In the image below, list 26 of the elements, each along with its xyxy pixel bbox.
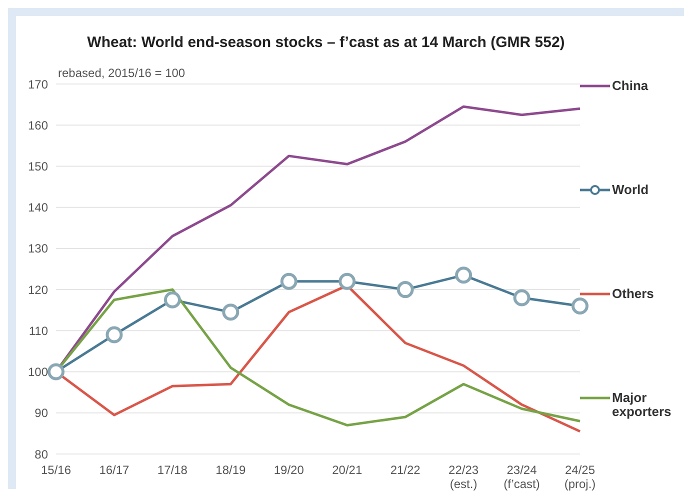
y-tick-label: 150 bbox=[28, 159, 48, 174]
y-tick-label: 90 bbox=[34, 406, 48, 420]
legend-label: Major exporters bbox=[612, 390, 672, 418]
x-tick-label: 22/23 (est.) bbox=[448, 463, 479, 491]
x-tick-label: 21/22 bbox=[390, 463, 421, 477]
x-tick-label: 17/18 bbox=[157, 463, 188, 477]
x-tick-label: 16/17 bbox=[99, 463, 130, 477]
legend-label: China bbox=[612, 78, 650, 92]
chart-title: Wheat: World end-season stocks – f’cast as at 14 March (GMR 552) bbox=[86, 34, 566, 51]
y-tick-label: 160 bbox=[28, 118, 48, 132]
legend-label: Others bbox=[612, 286, 655, 300]
y-tick-label: 140 bbox=[28, 200, 48, 215]
y-tick-label: 100 bbox=[28, 365, 48, 380]
y-tick-label: 170 bbox=[28, 77, 48, 92]
x-tick-label: 19/20 bbox=[274, 463, 304, 477]
y-tick-label: 80 bbox=[34, 447, 48, 462]
x-tick-label: 18/19 bbox=[216, 463, 246, 477]
y-tick-label: 120 bbox=[28, 282, 48, 297]
x-tick-label: 24/25 (proj.) bbox=[564, 463, 596, 491]
x-tick-label: 15/16 bbox=[40, 463, 72, 477]
legend-label: World bbox=[612, 182, 650, 196]
y-tick-label: 110 bbox=[28, 324, 48, 338]
x-tick-label: 20/21 bbox=[332, 463, 362, 477]
y-tick-label: 130 bbox=[28, 242, 48, 256]
y-axis-title: rebased, 2015/16 = 100 bbox=[58, 66, 186, 80]
x-tick-label: 23/24 (f’cast) bbox=[504, 463, 540, 491]
